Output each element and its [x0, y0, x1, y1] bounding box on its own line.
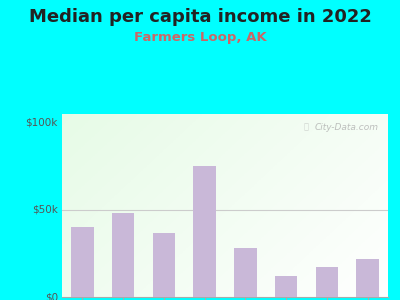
Text: Farmers Loop, AK: Farmers Loop, AK — [134, 32, 266, 44]
Text: Median per capita income in 2022: Median per capita income in 2022 — [28, 8, 372, 26]
Bar — [153, 232, 175, 297]
Text: $50k: $50k — [32, 205, 58, 215]
Bar — [112, 213, 134, 297]
Text: Ⓐ: Ⓐ — [303, 122, 308, 131]
Bar — [356, 259, 379, 297]
Text: $0: $0 — [45, 292, 58, 300]
Bar — [316, 267, 338, 297]
Bar — [234, 248, 256, 297]
Text: $100k: $100k — [26, 118, 58, 128]
Bar — [194, 166, 216, 297]
Bar — [275, 276, 297, 297]
Text: City-Data.com: City-Data.com — [314, 123, 378, 132]
Bar — [71, 227, 94, 297]
